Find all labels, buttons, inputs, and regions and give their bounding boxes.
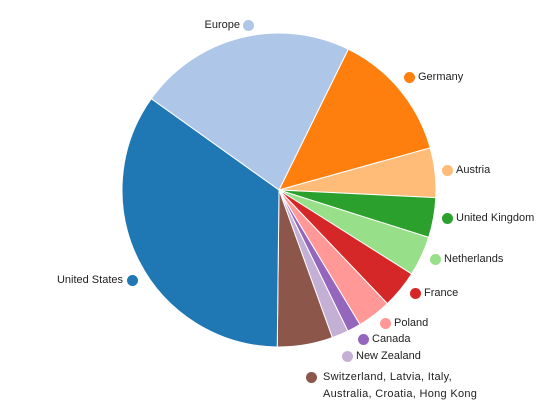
label-dot <box>341 350 353 362</box>
pie-slice <box>150 32 349 191</box>
pie-slice <box>121 97 280 348</box>
slice-label: Europe <box>204 19 240 31</box>
label-dot <box>403 71 415 83</box>
slice-label: New Zealand <box>356 350 421 362</box>
slice-label: Netherlands <box>444 253 504 265</box>
label-dot <box>305 371 317 383</box>
slice-label: Germany <box>418 71 464 83</box>
slice-label: United States <box>56 274 123 286</box>
label-dot <box>429 253 441 265</box>
slice-label: Switzerland, Latvia, Italy, Australia, C… <box>323 371 478 400</box>
slice-label: Canada <box>372 333 411 345</box>
label-dot <box>441 212 453 224</box>
label-dot <box>126 274 138 286</box>
label-dot <box>242 19 254 31</box>
label-dot <box>409 287 421 299</box>
label-dot <box>379 317 391 329</box>
slice-label: Poland <box>394 317 429 329</box>
slice-label: United Kingdom <box>456 212 535 224</box>
label-dot <box>357 333 369 345</box>
slice-label: Austria <box>456 164 491 176</box>
slice-label: France <box>424 287 459 299</box>
label-dot <box>441 164 453 176</box>
pie-slice <box>278 48 431 191</box>
